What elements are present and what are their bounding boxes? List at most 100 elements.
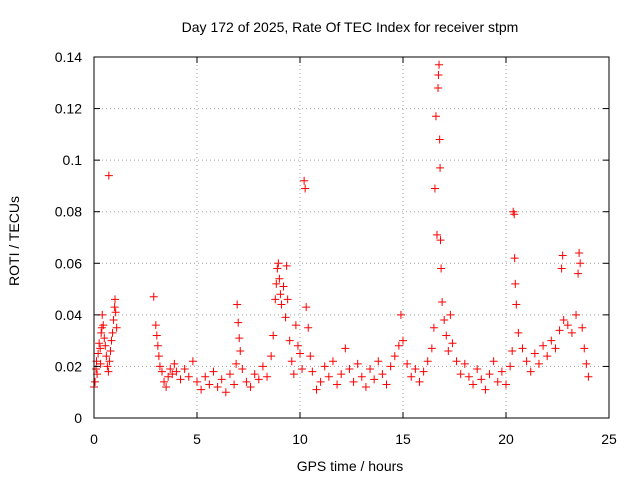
data-point [184, 372, 193, 381]
data-point [567, 328, 576, 337]
data-point [557, 264, 566, 273]
y-tick-label: 0.14 [55, 49, 82, 65]
data-point [273, 264, 282, 273]
data-point [366, 365, 375, 374]
data-point [267, 352, 276, 361]
data-point [584, 372, 593, 381]
data-point [448, 339, 457, 348]
x-tick-label: 0 [90, 431, 98, 447]
data-point [534, 359, 543, 368]
data-point [481, 385, 490, 394]
data-point [477, 375, 486, 384]
data-point [437, 264, 446, 273]
data-point [152, 331, 161, 340]
data-point [104, 171, 113, 180]
data-point [434, 71, 443, 80]
data-point [242, 377, 251, 386]
y-tick-label: 0.02 [55, 358, 82, 374]
data-point [431, 112, 440, 121]
data-point [289, 370, 298, 379]
data-point [258, 362, 267, 371]
data-point [205, 380, 214, 389]
data-point [109, 316, 118, 325]
data-point [107, 336, 116, 345]
data-point [170, 359, 179, 368]
data-point [168, 370, 177, 379]
data-point [382, 380, 391, 389]
data-point [510, 210, 519, 219]
data-point [539, 341, 548, 350]
data-point [396, 310, 405, 319]
data-point [512, 300, 521, 309]
data-point [101, 341, 110, 350]
data-points [90, 60, 593, 397]
data-point [430, 184, 439, 193]
data-point [193, 377, 201, 386]
data-point [308, 367, 317, 376]
data-point [234, 318, 243, 327]
x-tick-label: 20 [498, 431, 514, 447]
data-point [320, 362, 329, 371]
data-point [522, 357, 531, 366]
data-point [543, 352, 552, 361]
data-point [296, 349, 304, 358]
data-point [100, 334, 109, 343]
data-point [285, 336, 294, 345]
chart-title: Day 172 of 2025, Rate Of TEC Index for r… [182, 19, 519, 35]
data-point [263, 372, 272, 381]
data-point [188, 357, 197, 366]
y-tick-label: 0.04 [55, 307, 82, 323]
data-point [423, 357, 432, 366]
data-point [283, 295, 292, 304]
data-point [349, 377, 358, 386]
data-point [345, 365, 354, 374]
data-point [427, 344, 436, 353]
data-point [233, 300, 242, 309]
y-tick-label: 0.08 [55, 204, 82, 220]
data-point [563, 321, 572, 330]
data-point [442, 331, 451, 340]
data-point [111, 308, 120, 317]
data-point [301, 184, 310, 193]
data-point [328, 357, 337, 366]
data-point [578, 323, 587, 332]
data-point [378, 370, 387, 379]
data-point [279, 282, 288, 291]
data-point [102, 352, 111, 361]
data-point [435, 135, 444, 144]
data-point [96, 359, 105, 368]
data-point [110, 303, 119, 312]
y-tick-label: 0.12 [55, 101, 82, 117]
data-point [298, 365, 307, 374]
data-point [91, 377, 100, 386]
data-point [361, 383, 370, 392]
data-point [485, 370, 494, 379]
data-point [232, 359, 241, 368]
data-point [582, 359, 591, 368]
data-point [386, 362, 395, 371]
data-point [281, 313, 290, 322]
data-point [399, 336, 407, 345]
data-point [272, 279, 281, 288]
data-point [176, 375, 185, 384]
x-tick-label: 5 [193, 431, 201, 447]
data-point [572, 310, 581, 319]
data-point [291, 321, 300, 330]
data-point [432, 230, 441, 239]
data-point [275, 274, 284, 283]
data-point [104, 367, 113, 376]
data-point [306, 352, 315, 361]
data-point [559, 316, 568, 325]
data-point [221, 388, 230, 397]
data-point [547, 336, 556, 345]
data-point [575, 248, 584, 257]
data-point [530, 349, 539, 358]
data-point [452, 357, 461, 366]
plot-frame [93, 56, 610, 419]
axis-ticks: 0 5 10 15 20 25 0 0.02 0.04 0.06 0.08 0.1 0.12 0.14 [55, 49, 617, 447]
data-point [473, 365, 482, 374]
data-point [105, 357, 114, 366]
data-point [574, 269, 583, 278]
data-point [250, 370, 259, 379]
data-point [153, 341, 162, 350]
